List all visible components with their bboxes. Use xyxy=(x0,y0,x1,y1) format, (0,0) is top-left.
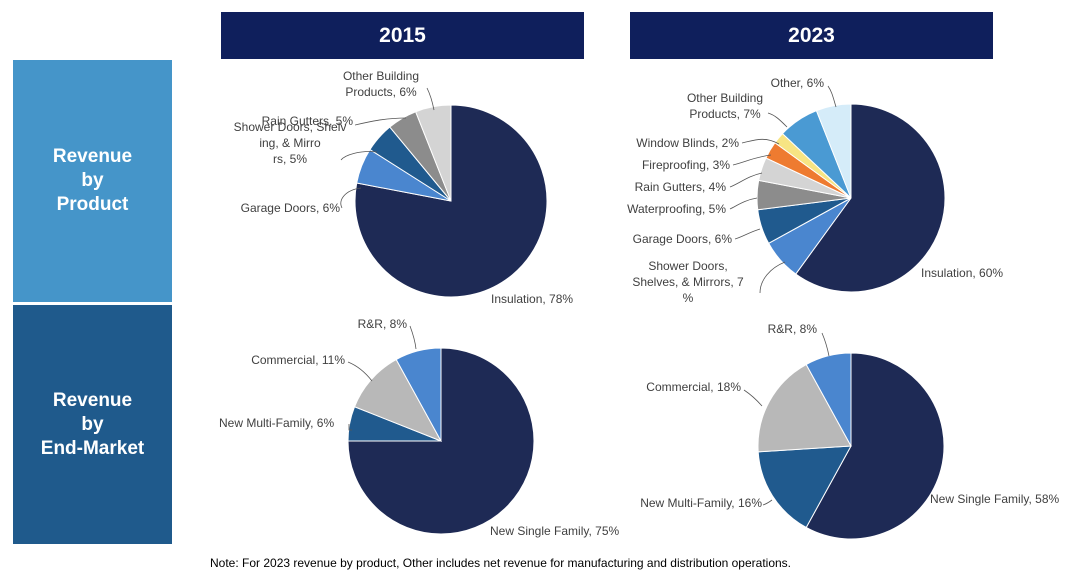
pie-end-market-2023: New Single Family, 58% New Multi-Family, … xyxy=(640,322,1059,540)
slice-label: Other Building Products, 6% xyxy=(343,69,419,99)
row-label-product: Revenue by Product xyxy=(13,60,172,302)
leader-line xyxy=(762,499,773,506)
slice-label: Insulation, 78% xyxy=(491,292,573,306)
pie-slice xyxy=(354,104,548,298)
leader-line xyxy=(729,197,758,210)
slice-label: Garage Doors, 6% xyxy=(633,232,733,246)
pie-slice xyxy=(805,352,945,540)
leader-line xyxy=(743,389,763,407)
slice-label: R&R, 8% xyxy=(768,322,818,336)
leader-line xyxy=(426,87,435,111)
leader-line xyxy=(827,85,837,108)
leader-line xyxy=(741,138,780,145)
leader-line xyxy=(767,112,788,128)
pie-slice xyxy=(347,347,535,535)
year-header-2023: 2023 xyxy=(630,12,993,59)
year-header-2015: 2015 xyxy=(221,12,584,59)
leader-line xyxy=(354,117,407,126)
slice-label: Commercial, 18% xyxy=(646,380,741,394)
leader-line xyxy=(347,361,373,382)
slice-label: New Single Family, 75% xyxy=(490,524,619,538)
slice-label: Rain Gutters, 4% xyxy=(635,180,727,194)
leader-line xyxy=(759,261,786,294)
pie-slice xyxy=(795,103,946,293)
slice-label: New Single Family, 58% xyxy=(930,492,1059,506)
pie-slice xyxy=(757,445,852,529)
slice-label: Other Building Products, 7% xyxy=(687,91,763,121)
leader-line xyxy=(340,187,362,209)
pie-product-2015: Insulation, 78% Garage Doors, 6% Shower Do… xyxy=(234,69,574,306)
pie-slice xyxy=(805,352,852,447)
leader-line xyxy=(409,325,417,350)
slice-label: New Multi-Family, 6% xyxy=(219,416,334,430)
leader-line xyxy=(729,172,763,188)
footnote: Note: For 2023 revenue by product, Other… xyxy=(210,556,792,570)
slice-label: Shower Doors, Shelves, & Mirrors, 7% xyxy=(632,259,744,305)
slice-label: Garage Doors, 6% xyxy=(241,201,341,215)
slice-label: R&R, 8% xyxy=(358,317,408,331)
leader-line xyxy=(348,424,352,431)
pie-slice xyxy=(815,103,852,199)
leader-line xyxy=(340,151,378,161)
pie-end-market-2015: New Single Family, 75% New Multi-Family, … xyxy=(219,317,619,538)
slice-label: Fireproofing, 3% xyxy=(642,158,730,172)
leader-line xyxy=(734,228,761,240)
slice-label: Window Blinds, 2% xyxy=(636,136,739,150)
leader-line xyxy=(732,154,772,166)
pie-slice xyxy=(395,347,442,442)
slice-label: Other, 6% xyxy=(771,76,825,90)
slice-label: Waterproofing, 5% xyxy=(627,202,726,216)
slice-label: Shower Doors, Shelv ing, & Mirro rs, 5% xyxy=(234,120,347,166)
row-label-end-market: Revenue by End-Market xyxy=(13,305,172,544)
slice-label: Insulation, 60% xyxy=(921,266,1003,280)
leader-line xyxy=(821,332,830,357)
pie-product-2023: Insulation, 60% Shower Doors, Shelves, & M… xyxy=(627,76,1003,305)
slice-label: New Multi-Family, 16% xyxy=(640,496,762,510)
slice-label: Commercial, 11% xyxy=(251,353,345,367)
pie-slice xyxy=(757,363,852,453)
slice-label: Rain Gutters, 5% xyxy=(262,114,354,128)
